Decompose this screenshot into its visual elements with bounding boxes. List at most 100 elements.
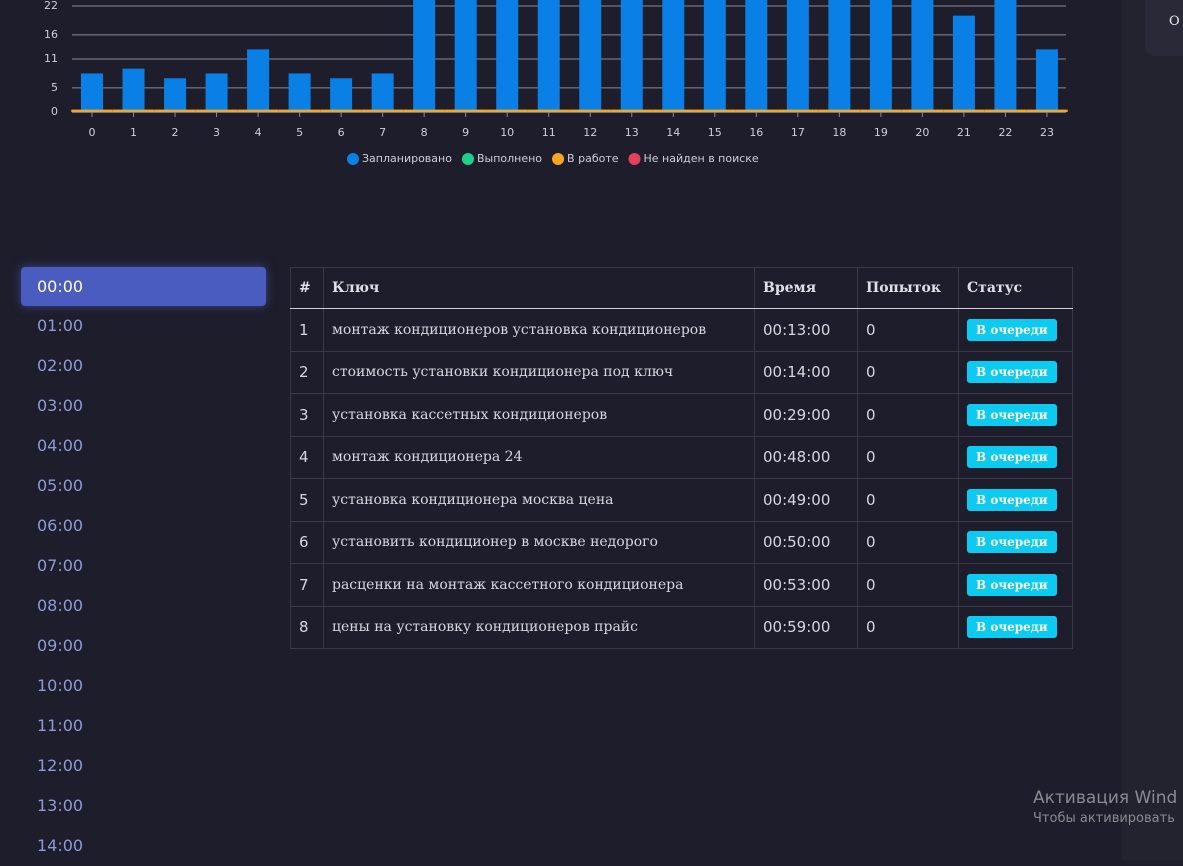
bar: [911, 0, 934, 112]
table-cell: 00:59:00: [754, 605, 858, 649]
table-row: 4 монтаж кондиционера 24 00:48:00 0 В очеред…: [290, 435, 1073, 479]
bar: [984, 109, 1027, 112]
bar: [486, 109, 528, 112]
hour-item[interactable]: 12:00: [37, 756, 84, 775]
hour-item[interactable]: 03:00: [37, 396, 84, 415]
table-cell: 0: [857, 605, 959, 649]
bar: [71, 109, 113, 112]
status-cell: В очереди: [958, 308, 1073, 352]
x-tick-label: 4: [255, 126, 262, 139]
hour-item[interactable]: 08:00: [37, 596, 84, 615]
table-cell: 5: [290, 478, 324, 522]
x-tick-label: 2: [172, 126, 179, 139]
card-label: О: [1169, 14, 1180, 29]
hour-item[interactable]: 09:00: [37, 636, 84, 655]
table-row: 8 цены на установку кондиционеров прайс 00…: [290, 605, 1073, 649]
table-row: 7 расценки на монтаж кассетного кондицион…: [290, 563, 1073, 607]
x-tick-label: 0: [89, 126, 96, 139]
hour-item[interactable]: 11:00: [37, 716, 84, 735]
bar: [943, 109, 985, 112]
x-tick-label: 22: [998, 126, 1012, 139]
hour-item[interactable]: 13:00: [37, 796, 84, 815]
legend-marker: [347, 153, 359, 165]
info-card: О: [1145, 0, 1183, 56]
legend-marker: [628, 153, 641, 165]
table-cell: установить кондиционер в москве недорого: [323, 520, 755, 564]
column-header: Попыток: [857, 267, 959, 309]
hour-item[interactable]: 06:00: [37, 516, 84, 535]
table-cell: установка кондиционера москва цена: [323, 478, 755, 522]
hour-item[interactable]: 01:00: [37, 316, 84, 335]
column-header: Статус: [958, 267, 1073, 309]
bar: [828, 0, 851, 112]
bar: [164, 78, 187, 112]
hour-item[interactable]: 02:00: [37, 356, 84, 375]
column-header: #: [290, 267, 324, 309]
x-tick-label: 16: [749, 126, 763, 139]
bar: [237, 109, 279, 112]
table-cell: 00:49:00: [754, 478, 858, 522]
bar: [528, 109, 570, 112]
table-cell: стоимость установки кондиционера под клю…: [323, 350, 755, 394]
table-row: 5 установка кондиционера москва цена 00:49…: [290, 478, 1073, 522]
legend-label: Выполнено: [477, 152, 542, 165]
table-cell: 0: [857, 308, 959, 352]
hour-item[interactable]: 07:00: [37, 556, 84, 575]
x-tick-label: 14: [666, 126, 680, 139]
legend-marker: [552, 153, 565, 165]
keys-table: # Ключ Время Попыток Статус 1 монтаж кондицион…: [290, 267, 1073, 649]
bar: [496, 0, 519, 112]
x-tick-label: 18: [832, 126, 846, 139]
hour-item[interactable]: 00:00: [21, 267, 266, 306]
x-tick-label: 6: [338, 126, 345, 139]
bar: [1035, 49, 1058, 112]
table-cell: 8: [290, 605, 324, 649]
table-cell: 00:13:00: [754, 308, 858, 352]
table-cell: 1: [290, 308, 324, 352]
table-cell: 7: [290, 563, 324, 607]
x-tick-label: 17: [791, 126, 805, 139]
bar: [694, 109, 736, 112]
bar: [703, 0, 726, 112]
bar: [869, 0, 892, 112]
x-tick-label: 19: [874, 126, 888, 139]
legend-label: В работе: [567, 152, 619, 165]
table-cell: 0: [857, 350, 959, 394]
legend-label: Не найден в поиске: [644, 152, 759, 165]
watermark-subtitle: Чтобы активировать: [1033, 811, 1175, 826]
bar: [537, 0, 560, 112]
hour-item[interactable]: 10:00: [37, 676, 84, 695]
table-cell: 00:53:00: [754, 563, 858, 607]
table-cell: 00:29:00: [754, 393, 858, 437]
bar: [205, 73, 228, 112]
x-tick-label: 13: [625, 126, 639, 139]
bar: [320, 109, 362, 112]
bar: [620, 0, 643, 112]
table-row: 6 установить кондиционер в москве недорог…: [290, 520, 1073, 564]
watermark-title: Активация Wind: [1033, 788, 1178, 808]
table-cell: 00:14:00: [754, 350, 858, 394]
table-cell: расценки на монтаж кассетного кондиционе…: [323, 563, 755, 607]
table-cell: 4: [290, 435, 324, 479]
bar: [195, 109, 238, 112]
table-cell: 0: [857, 520, 959, 564]
bar: [786, 0, 809, 112]
table-cell: 3: [290, 393, 324, 437]
y-tick-label: 5: [51, 81, 58, 94]
y-tick-label: 22: [44, 0, 58, 12]
legend-marker: [461, 153, 474, 165]
hour-item[interactable]: 14:00: [37, 836, 84, 855]
table-row: 3 установка кассетных кондиционеров 00:29:…: [290, 393, 1073, 437]
bar: [652, 109, 694, 112]
hour-item[interactable]: 04:00: [37, 436, 84, 455]
bar: [777, 109, 819, 112]
x-tick-label: 1: [130, 126, 137, 139]
bar: [818, 109, 861, 112]
status-cell: В очереди: [958, 350, 1073, 394]
bar: [413, 0, 436, 112]
table-cell: 2: [290, 350, 324, 394]
status-cell: В очереди: [958, 520, 1073, 564]
hour-item[interactable]: 05:00: [37, 476, 84, 495]
